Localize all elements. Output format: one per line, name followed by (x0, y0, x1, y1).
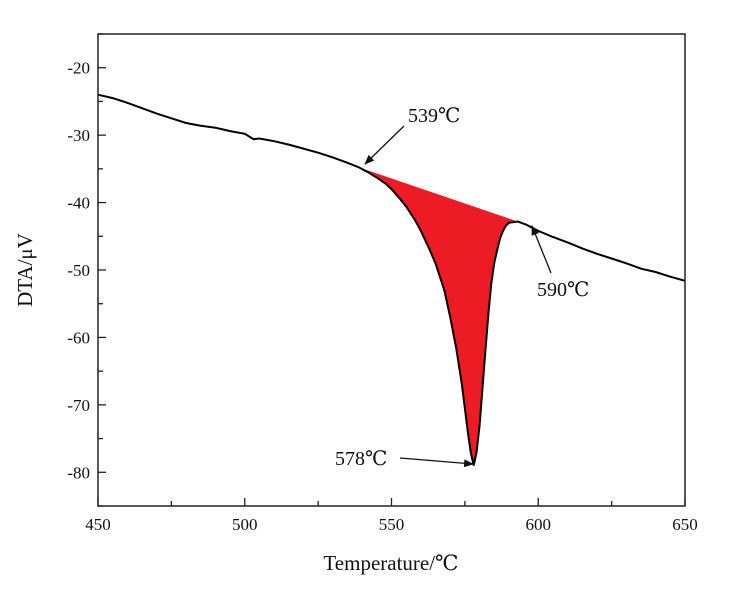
annotation-578: 578℃ (335, 448, 387, 470)
annotation-590: 590℃ (537, 279, 589, 301)
x-tick-label: 600 (526, 515, 552, 534)
x-axis-label: Temperature/℃ (323, 551, 458, 575)
axis-ticks (97, 33, 686, 507)
dta-curve-line (97, 93, 686, 466)
x-tick-labels: 450 500 550 600 650 (85, 515, 698, 534)
y-tick-label: -40 (67, 194, 90, 213)
y-tick-label: -20 (67, 59, 90, 78)
x-tick-label: 650 (672, 515, 698, 534)
plot-frame (97, 33, 686, 507)
endothermic-peak-area (359, 167, 518, 466)
y-tick-labels: -20 -30 -40 -50 -60 -70 -80 (67, 59, 90, 483)
y-tick-label: -30 (67, 126, 90, 145)
annotation-arrow-590 (531, 225, 552, 274)
y-axis-label: DTA/μV (13, 233, 37, 307)
x-tick-label: 500 (232, 515, 258, 534)
annotation-arrow-578 (399, 457, 474, 468)
annotation-arrow-539 (364, 125, 405, 165)
y-tick-label: -60 (67, 328, 90, 347)
y-tick-label: -70 (67, 396, 90, 415)
x-tick-label: 450 (85, 515, 111, 534)
y-tick-label: -80 (67, 463, 90, 482)
x-tick-label: 550 (379, 515, 405, 534)
y-tick-label: -50 (67, 261, 90, 280)
annotation-539: 539℃ (408, 105, 460, 127)
